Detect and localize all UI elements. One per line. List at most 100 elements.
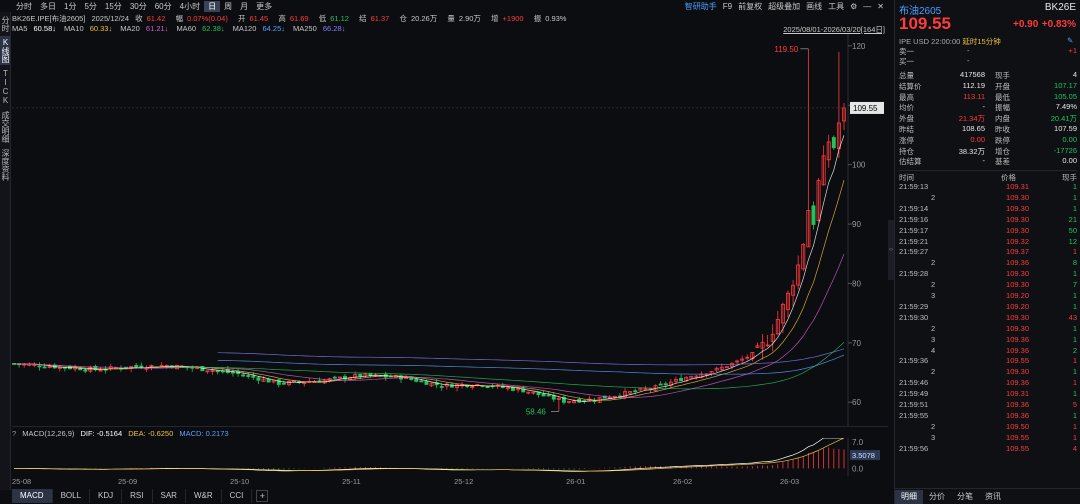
candle	[806, 48, 811, 248]
ma-line-ma60	[166, 341, 845, 390]
tool-button-0[interactable]: 智研助手	[684, 1, 717, 11]
candle-body	[261, 378, 266, 382]
macd-dea-line	[14, 438, 845, 472]
instrument-code: BK26E	[1044, 2, 1076, 13]
candle-body	[786, 292, 790, 310]
tick-time: 21:59:30	[899, 312, 929, 322]
period-tab-10[interactable]: 月	[240, 1, 249, 11]
indicator-tab-sar[interactable]: SAR	[153, 489, 186, 503]
date-tick-label: 26-02	[673, 477, 693, 486]
candle	[780, 302, 785, 334]
period-tab-6[interactable]: 60分	[154, 1, 172, 11]
view-tab-3[interactable]: 成交明细	[1, 111, 10, 143]
tick-time: 21:59:13	[899, 182, 929, 191]
candle-body	[343, 375, 347, 380]
candle-body	[337, 376, 342, 379]
tick-row: 21:59:27 109.37 1	[899, 247, 1077, 258]
info-low: 低 61.12	[319, 14, 353, 23]
period-tab-3[interactable]: 5分	[84, 1, 97, 11]
edit-icon[interactable]: ✎	[1067, 36, 1074, 45]
candle	[516, 387, 521, 393]
stat-label: 最高	[899, 92, 914, 102]
candle-body	[724, 366, 729, 369]
stat-value: 38.32万	[958, 146, 985, 156]
view-tab-0[interactable]: 分时	[1, 16, 10, 32]
candle-body	[755, 345, 760, 348]
close-icon[interactable]: ✕	[877, 1, 884, 11]
view-tab-1[interactable]: K线图	[0, 36, 10, 65]
indicator-tab-boll[interactable]: BOLL	[53, 489, 91, 503]
period-tab-0[interactable]: 分时	[16, 1, 32, 11]
indicator-tab-rsi[interactable]: RSI	[122, 489, 153, 503]
tick-row: 21:59:46 109.36 1	[899, 378, 1077, 389]
tool-button-1[interactable]: F9	[722, 1, 733, 11]
quote-meta-text: IPE USD 22:00:00	[899, 37, 961, 46]
indicator-tab-wr[interactable]: W&R	[186, 489, 222, 503]
candle-body	[414, 379, 419, 382]
info-settle: 结 61.37	[359, 14, 393, 23]
tick-price: 109.36	[1006, 334, 1029, 344]
panel-tab-2[interactable]: 分笔	[957, 491, 973, 501]
tick-volume: 1	[1072, 389, 1077, 399]
candle	[526, 391, 531, 395]
view-tab-2[interactable]: TICK	[1, 69, 10, 105]
macd-chart[interactable]: 7.0 0.0 3.5078	[12, 438, 888, 476]
panel-tab-0[interactable]: 明细	[895, 489, 923, 504]
candle	[770, 324, 775, 352]
candle-body	[775, 319, 780, 335]
period-tab-9[interactable]: 周	[224, 1, 233, 11]
stat-value: 0.00	[1062, 134, 1077, 144]
period-tab-5[interactable]: 30分	[129, 1, 147, 11]
period-tab-4[interactable]: 15分	[104, 1, 122, 11]
candle-body	[658, 383, 663, 386]
candle	[236, 368, 241, 377]
candle	[750, 352, 755, 362]
view-tab-4[interactable]: 深度资料	[1, 149, 10, 181]
indicator-tab-kdj[interactable]: KDJ	[90, 489, 123, 503]
collapse-panel-handle[interactable]: ‹›	[888, 220, 894, 280]
period-tab-1[interactable]: 多日	[40, 1, 56, 11]
period-tab-8[interactable]: 日	[204, 0, 221, 12]
panel-tab-1[interactable]: 分价	[929, 491, 945, 501]
stat-value: 107.59	[1054, 124, 1077, 133]
tool-button-5[interactable]: 工具	[828, 1, 845, 11]
tool-button-3[interactable]: 超级叠加	[768, 1, 801, 11]
tool-button-2[interactable]: 前复权	[738, 1, 763, 11]
stat-label: 昨收	[995, 125, 1010, 134]
candle-body	[281, 382, 286, 385]
add-indicator-button[interactable]: +	[256, 490, 269, 502]
date-range-label[interactable]: 2025/08/01-2026/03/20[164日]	[783, 25, 885, 34]
period-tab-7[interactable]: 4小时	[179, 1, 201, 11]
tick-row: 21:59:51 109.36 5	[899, 400, 1077, 411]
tool-button-4[interactable]: 画线	[806, 1, 823, 11]
tick-volume: 43	[1068, 312, 1077, 322]
candle	[796, 255, 801, 290]
tick-price: 109.55	[1006, 443, 1029, 453]
candle-body	[526, 391, 531, 394]
info-chg: 幅 0.07%(0.04)	[175, 14, 231, 23]
period-tab-11[interactable]: 更多	[256, 1, 273, 11]
macd-toggle[interactable]: ?	[12, 429, 17, 438]
info-close-label: 收	[135, 14, 143, 23]
stat-value: 105.05	[1054, 91, 1077, 101]
period-tab-2[interactable]: 1分	[64, 1, 77, 11]
panel-tab-3[interactable]: 资讯	[985, 491, 1001, 501]
candle	[561, 395, 566, 405]
price-tick-label: 70	[852, 339, 861, 348]
candle-body	[638, 388, 643, 391]
gear-icon[interactable]: ⚙	[850, 1, 858, 11]
candle	[679, 374, 684, 382]
indicator-tab-cci[interactable]: CCI	[222, 489, 253, 503]
candle-body	[419, 380, 424, 383]
candle-body	[37, 365, 42, 368]
candle-body	[796, 264, 801, 286]
candle	[98, 367, 103, 372]
tick-header-0: 时间	[899, 173, 914, 182]
indicator-tab-macd[interactable]: MACD	[12, 489, 53, 503]
tick-row: 2 109.50 1	[899, 422, 1077, 433]
stat-row: 结算价 112.19 开盘 107.17	[899, 81, 1077, 91]
tick-row: 21:59:55 109.36 1	[899, 411, 1077, 422]
tick-volume: 1	[1072, 247, 1077, 257]
minimize-icon[interactable]: —	[863, 1, 872, 11]
